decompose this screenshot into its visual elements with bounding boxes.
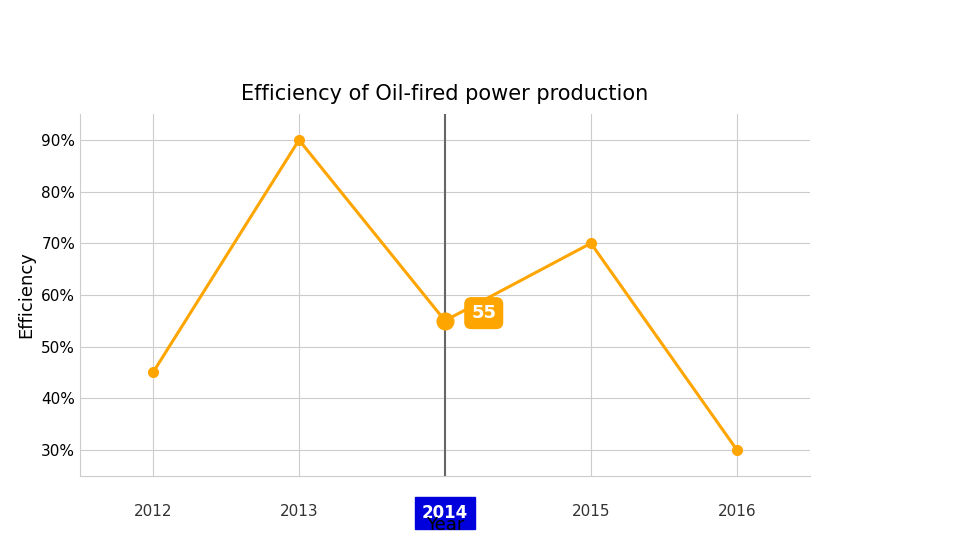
Text: 55: 55 <box>471 304 496 322</box>
Text: 2016: 2016 <box>717 504 756 519</box>
Title: Efficiency of Oil-fired power production: Efficiency of Oil-fired power production <box>241 84 649 104</box>
Text: 10:21: 10:21 <box>806 14 863 31</box>
Text: 2015: 2015 <box>571 504 611 519</box>
Text: 2013: 2013 <box>279 504 319 519</box>
Text: 2014: 2014 <box>421 504 468 522</box>
Text: ⚡ 📱 ⊙ 🤖: ⚡ 📱 ⊙ 🤖 <box>27 16 78 29</box>
Text: 2012: 2012 <box>133 504 172 519</box>
Y-axis label: Efficiency: Efficiency <box>17 252 36 339</box>
Text: Year: Year <box>426 516 464 534</box>
